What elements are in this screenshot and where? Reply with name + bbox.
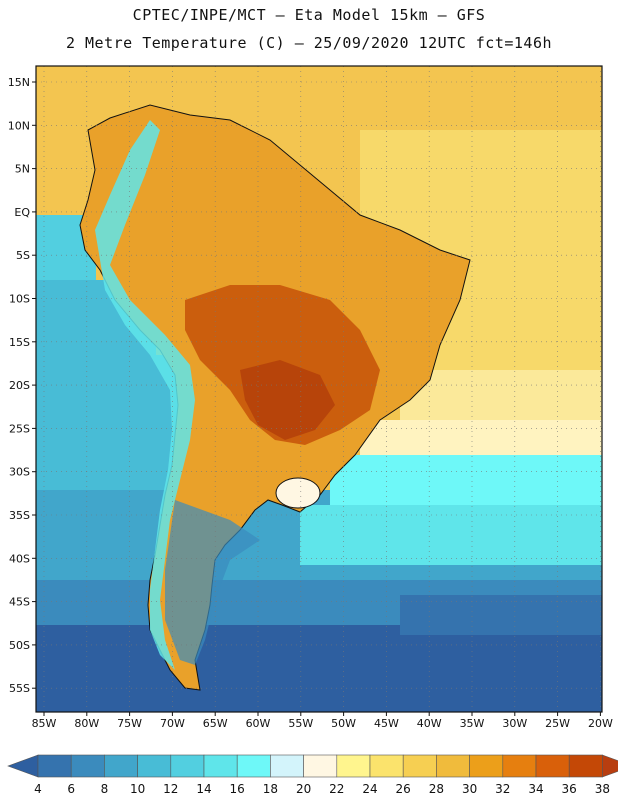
lon-label: 75W — [117, 717, 142, 730]
colorbar-swatch — [369, 754, 404, 778]
colorbar-swatch — [70, 754, 105, 778]
lon-label: 40W — [417, 717, 442, 730]
map-field — [36, 66, 602, 712]
map-title: CPTEC/INPE/MCT – Eta Model 15km – GFS — [132, 6, 486, 24]
lon-label: 50W — [331, 717, 356, 730]
colorbar-label: 24 — [362, 782, 377, 796]
colorbar-swatch — [236, 754, 271, 778]
colorbar-min-arrow — [7, 754, 39, 778]
lon-label: 30W — [502, 717, 527, 730]
colorbar-swatch — [104, 754, 138, 778]
colorbar-label: 16 — [230, 782, 245, 796]
lon-label: 20W — [588, 717, 613, 730]
colorbar-label: 12 — [163, 782, 178, 796]
colorbar-swatch — [436, 754, 470, 778]
lon-label: 25W — [545, 717, 570, 730]
hottest-region — [240, 360, 335, 440]
colorbar-label: 36 — [562, 782, 577, 796]
lat-label: 20S — [9, 379, 30, 392]
lat-label: 5S — [16, 249, 30, 262]
lon-label: 70W — [160, 717, 185, 730]
lat-label: 25S — [9, 422, 30, 435]
colorbar-label: 14 — [196, 782, 211, 796]
lat-label: EQ — [14, 206, 30, 219]
lat-label: 5N — [15, 163, 30, 176]
colorbar-swatch — [402, 754, 437, 778]
lon-label: 45W — [374, 717, 399, 730]
colorbar-label: 10 — [130, 782, 145, 796]
lon-label: 60W — [246, 717, 271, 730]
lat-label: 35S — [9, 509, 30, 522]
lon-label: 85W — [32, 717, 57, 730]
lat-label: 10N — [8, 119, 30, 132]
lon-label: 80W — [74, 717, 99, 730]
colorbar-swatch — [303, 754, 338, 778]
colorbar-max-arrow — [602, 754, 618, 778]
map-subtitle: 2 Metre Temperature (C) – 25/09/2020 12U… — [65, 34, 553, 52]
lon-label: 65W — [203, 717, 228, 730]
lat-label: 40S — [9, 552, 30, 565]
colorbar-swatch — [336, 754, 371, 778]
colorbar-swatch — [568, 754, 603, 778]
colorbar-swatch — [535, 754, 570, 778]
cool-patch — [275, 477, 321, 509]
lon-label: 55W — [288, 717, 313, 730]
colorbar-label: 34 — [528, 782, 543, 796]
colorbar-label: 28 — [429, 782, 444, 796]
colorbar-label: 20 — [296, 782, 311, 796]
lat-label: 45S — [9, 596, 30, 609]
lon-label: 35W — [460, 717, 485, 730]
colorbar-label: 38 — [595, 782, 610, 796]
colorbar: 4 6 8 10 12 14 16 18 20 22 24 26 28 30 32 34 36 38 — [7, 754, 618, 796]
andes-cold-region — [95, 120, 195, 670]
colorbar-swatch — [270, 754, 304, 778]
map-frame — [35, 65, 603, 713]
patagonia-cool-region — [165, 500, 260, 665]
latitude-axis: 15N 10N 5N EQ 5S 10S 15S 20S 25S 30S 35S 40S 45S 50S 5… — [8, 76, 36, 695]
colorbar-swatch — [37, 754, 72, 778]
lat-label: 10S — [9, 293, 30, 306]
colorbar-label: 30 — [462, 782, 477, 796]
lat-label: 15N — [8, 76, 30, 89]
colorbar-swatch — [170, 754, 205, 778]
colorbar-swatch — [137, 754, 172, 778]
colorbar-label: 18 — [263, 782, 278, 796]
lat-label: 50S — [9, 639, 30, 652]
longitude-axis: 85W 80W 75W 70W 65W 60W 55W 50W 45W 40W 35W 30W 25W 2… — [32, 712, 613, 730]
lat-label: 55S — [9, 682, 30, 695]
colorbar-swatch — [502, 754, 537, 778]
colorbar-label: 22 — [329, 782, 344, 796]
colorbar-label: 32 — [495, 782, 510, 796]
lat-label: 15S — [9, 336, 30, 349]
colorbar-label: 6 — [67, 782, 75, 796]
colorbar-swatch — [203, 754, 238, 778]
lat-label: 30S — [9, 466, 30, 479]
colorbar-label: 4 — [34, 782, 42, 796]
colorbar-label: 26 — [396, 782, 411, 796]
colorbar-label: 8 — [101, 782, 109, 796]
colorbar-swatch — [469, 754, 504, 778]
